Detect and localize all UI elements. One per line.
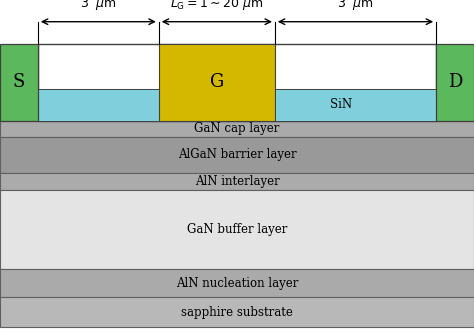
- Text: $L_{\mathrm{G}}=1{\sim}20\ \mu$m: $L_{\mathrm{G}}=1{\sim}20\ \mu$m: [170, 0, 264, 12]
- Bar: [0, 269, 474, 297]
- Bar: [38, 44, 436, 121]
- Bar: [159, 44, 275, 121]
- Text: GaN buffer layer: GaN buffer layer: [187, 223, 287, 236]
- Text: 3  $\mu$m: 3 $\mu$m: [80, 0, 117, 12]
- Text: 3  $\mu$m: 3 $\mu$m: [337, 0, 374, 12]
- Bar: [275, 89, 436, 121]
- Text: AlN interlayer: AlN interlayer: [195, 175, 279, 188]
- Bar: [0, 173, 474, 190]
- Text: GaN cap layer: GaN cap layer: [194, 123, 280, 135]
- Text: G: G: [210, 73, 224, 92]
- Text: sapphire substrate: sapphire substrate: [181, 306, 293, 319]
- Text: AlN nucleation layer: AlN nucleation layer: [176, 277, 298, 290]
- Text: AlGaN barrier layer: AlGaN barrier layer: [178, 149, 296, 161]
- Text: D: D: [448, 73, 462, 92]
- Text: S: S: [13, 73, 25, 92]
- Bar: [0, 297, 474, 327]
- Text: SiN: SiN: [330, 98, 352, 111]
- Bar: [436, 44, 474, 121]
- Bar: [0, 44, 38, 121]
- Bar: [38, 89, 159, 121]
- Bar: [0, 190, 474, 269]
- Bar: [0, 121, 474, 137]
- Bar: [0, 137, 474, 173]
